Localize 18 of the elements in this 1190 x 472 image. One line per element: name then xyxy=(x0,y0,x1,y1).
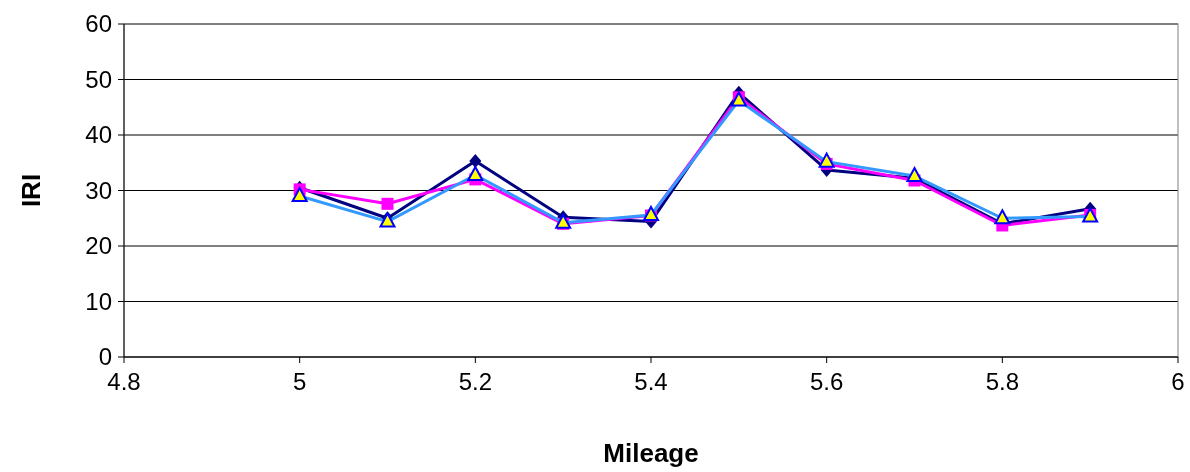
y-tick-label: 60 xyxy=(85,10,112,38)
x-tick-label: 5.8 xyxy=(985,368,1020,395)
x-tick-label: 5.6 xyxy=(809,368,844,395)
y-tick-label: 10 xyxy=(85,287,112,315)
x-tick-label: 5.4 xyxy=(634,368,668,395)
x-tick-label: 4.8 xyxy=(107,368,141,395)
x-tick-label: 5 xyxy=(292,368,307,395)
x-tick-label: 6 xyxy=(1171,368,1185,395)
y-tick-label: 40 xyxy=(85,121,112,149)
x-tick-label: 5.2 xyxy=(458,368,493,395)
x-axis-title: Mileage xyxy=(603,438,699,468)
y-tick-label: 50 xyxy=(85,65,112,93)
point xyxy=(469,154,482,169)
y-tick-label: 20 xyxy=(85,232,112,260)
y-tick-label: 0 xyxy=(98,343,112,371)
point xyxy=(381,197,394,210)
y-axis-title: IRI xyxy=(16,173,46,208)
y-tick-label: 30 xyxy=(85,176,112,204)
